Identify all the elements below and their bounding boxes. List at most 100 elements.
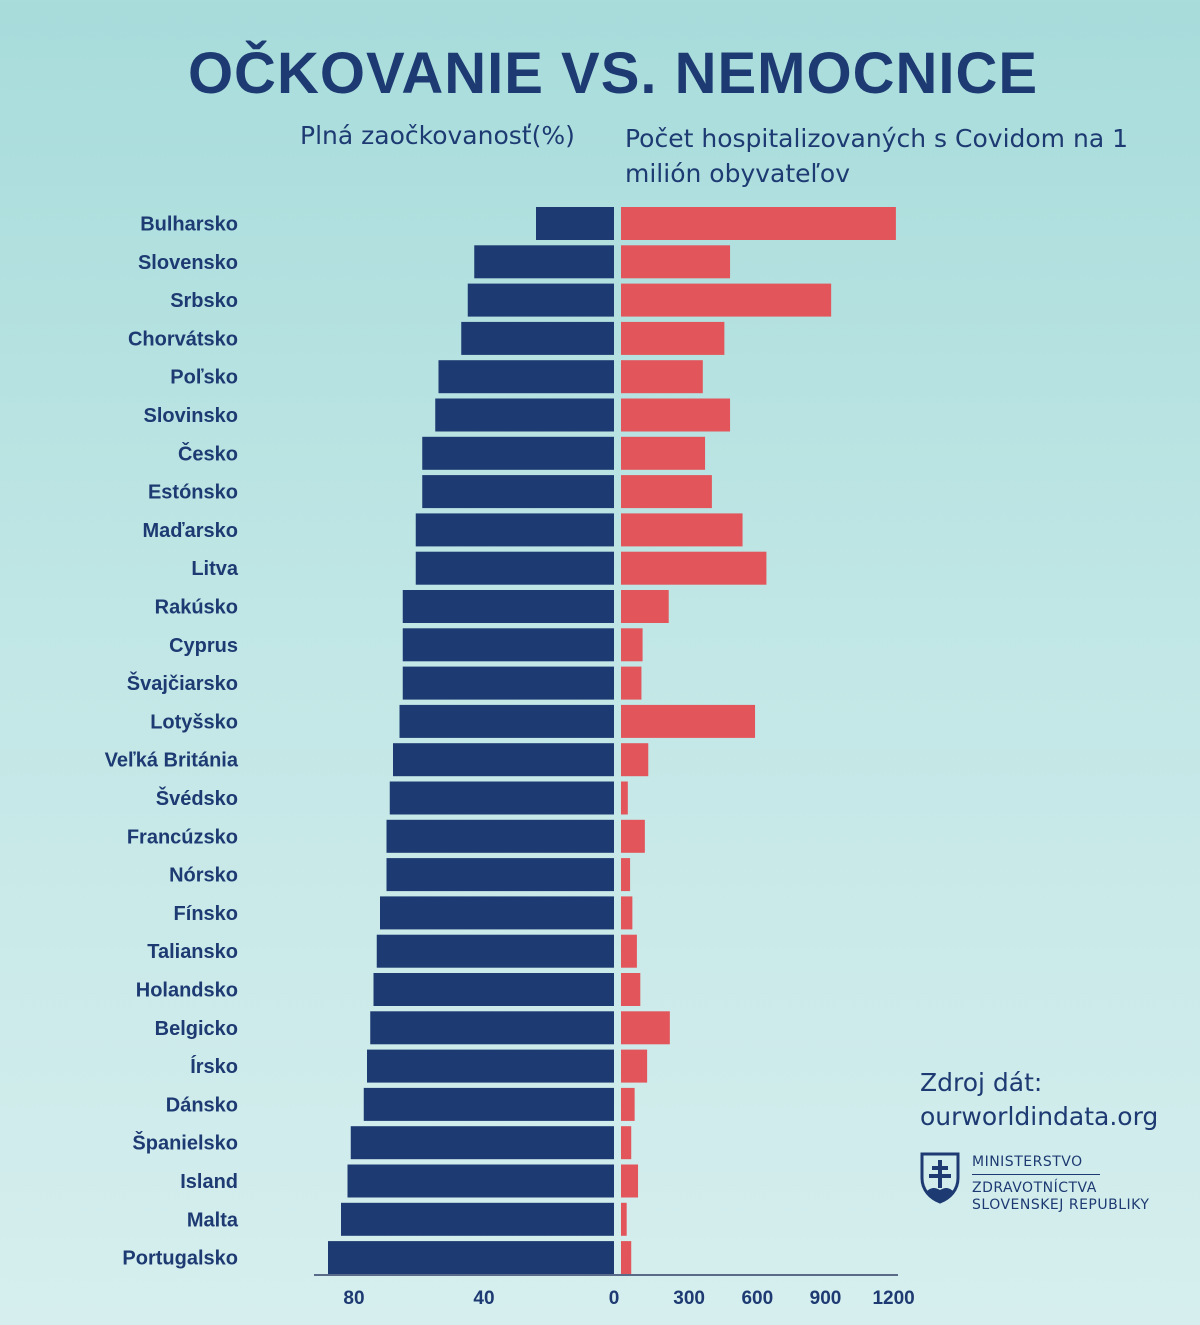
vaccination-bar [370,1011,614,1045]
category-label: Slovinsko [144,405,238,427]
category-label: Fínsko [174,903,238,925]
vaccination-bar [402,628,614,662]
hospitalization-bar [621,819,645,853]
vaccination-bar [389,781,614,815]
vaccination-bar [461,321,614,355]
hospitalization-bar [621,245,731,279]
category-label: Česko [178,441,238,465]
category-label: Island [180,1171,238,1193]
hospitalization-bar [621,590,669,623]
vaccination-bar [422,475,614,509]
hospitalization-bar [621,321,725,355]
ministry-line-2: ZDRAVOTNÍCTVA [972,1180,1097,1196]
category-label: Litva [191,558,239,580]
ministry-logo: MINISTERSTVO ZDRAVOTNÍCTVA SLOVENSKEJ RE… [920,1152,1190,1222]
hospitalization-bar [621,475,712,509]
category-label: Rakúsko [155,597,238,619]
vaccination-bar [386,858,614,892]
category-label: Nórsko [169,865,238,887]
category-label: Slovensko [138,252,238,274]
category-label: Bulharsko [140,214,238,236]
hospitalization-bar [621,858,631,892]
hospitalization-bar [621,973,641,1006]
category-label: Poľsko [170,367,238,389]
hospitalization-bar [621,1202,627,1236]
chart-title: OČKOVANIE VS. NEMOCNICE [187,41,1039,106]
vaccination-bar [536,207,614,240]
vaccination-bar [328,1241,614,1275]
category-label: Taliansko [147,941,238,963]
ministry-line-3: SLOVENSKEJ REPUBLIKY [972,1197,1150,1213]
hospitalization-bar [621,283,832,317]
right-tick-label: 1200 [872,1288,914,1309]
right-tick-label: 300 [673,1288,705,1309]
category-label: Dánsko [166,1094,238,1116]
hospitalization-bar [621,360,703,394]
category-label: Cyprus [169,635,238,657]
vaccination-bar [438,360,614,394]
left-axis-title: Plná zaočkovanosť(%) [300,121,575,150]
right-tick-label: 600 [741,1288,773,1309]
hospitalization-bar [621,628,643,662]
category-label: Chorvátsko [128,328,238,350]
vaccination-bar [380,896,614,930]
hospitalization-bar [621,398,731,432]
hospitalization-bar [621,551,767,585]
hospitalization-bar [621,781,628,815]
hospitalization-bar [621,1087,635,1121]
right-axis-title: Počet hospitalizovaných s Covidom na 1 m… [625,124,1129,188]
vaccination-bar [350,1126,614,1160]
source-url: ourworldindata.org [920,1102,1159,1131]
hospitalization-bar [621,1011,670,1045]
vaccination-bar [386,819,614,853]
vaccination-bar [474,245,614,279]
vaccination-bar [367,1049,614,1083]
source-label: Zdroj dát: [920,1068,1043,1097]
vaccination-bar [363,1087,614,1121]
vaccination-bar [341,1202,614,1236]
ministry-line-1: MINISTERSTVO [972,1154,1083,1170]
right-tick-label: 900 [810,1288,842,1309]
category-label: Portugalsko [122,1248,238,1270]
left-tick-label: 0 [609,1288,620,1309]
vaccination-bar [402,590,614,623]
vaccination-bar [415,513,614,547]
source-note: Zdroj dát: ourworldindata.org [920,1066,1158,1134]
vaccination-bar [415,551,614,585]
vaccination-bar [467,283,614,317]
category-label: Holandsko [136,980,238,1002]
category-label: Švajčiarsko [127,671,238,695]
category-label: Malta [187,1209,239,1231]
hospitalization-bar [621,1164,639,1198]
category-label: Maďarsko [142,520,238,542]
left-tick-label: 80 [343,1288,364,1309]
hospitalization-bar [621,704,756,738]
hospitalization-bar [621,436,706,470]
vaccination-bar [402,666,614,700]
category-label: Španielsko [132,1131,238,1155]
vaccination-bar [393,743,614,777]
vaccination-bar [399,704,614,738]
category-label: Írsko [190,1055,238,1078]
category-label: Lotyšsko [150,711,238,733]
vaccination-bar [376,934,614,968]
category-label: Srbsko [170,290,238,312]
category-label: Švédsko [156,786,238,810]
left-tick-label: 40 [473,1288,494,1309]
hospitalization-bar [621,934,637,968]
hospitalization-bar [621,1241,632,1275]
hospitalization-bar [621,743,649,777]
vaccination-bar [347,1164,614,1198]
hospitalization-bar [621,896,633,930]
vaccination-bar [422,436,614,470]
hospitalization-bar [621,207,896,240]
vaccination-bar [435,398,614,432]
category-label: Estónsko [148,482,238,504]
hospitalization-bar [621,1126,632,1160]
hospitalization-bar [621,666,642,700]
hospitalization-bar [621,513,743,547]
category-label: Belgicko [155,1018,238,1040]
hospitalization-bar [621,1049,648,1083]
category-label: Francúzsko [127,826,238,848]
